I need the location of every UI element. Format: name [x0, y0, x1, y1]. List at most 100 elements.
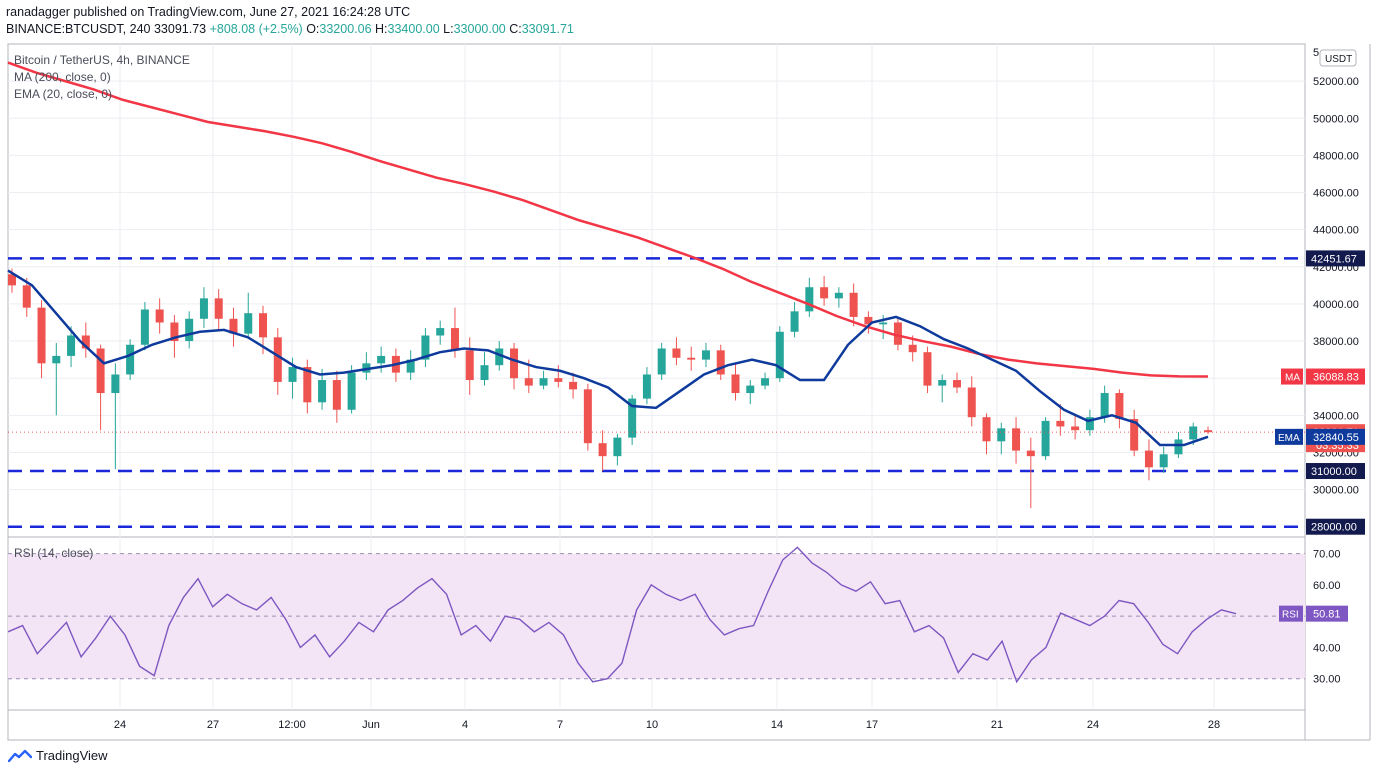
- candle-body: [465, 350, 474, 381]
- time-tick-label: 27: [207, 719, 219, 731]
- time-tick-label: 4: [462, 719, 468, 731]
- time-tick-label: 24: [1087, 719, 1099, 731]
- candle-body: [111, 374, 120, 394]
- ema-tag-label: EMA: [1278, 433, 1300, 444]
- candle-body: [1085, 417, 1094, 431]
- time-tick-label: 10: [646, 719, 658, 731]
- candle-body: [982, 417, 991, 442]
- time-tick-label: 12:00: [278, 719, 306, 731]
- candle-body: [628, 398, 637, 438]
- close-label: C:: [509, 22, 522, 36]
- candle-body: [716, 350, 725, 375]
- candle-body: [1071, 426, 1080, 431]
- candle-body: [81, 335, 90, 349]
- candle-body: [259, 313, 268, 338]
- level-label-bg: [1306, 518, 1365, 535]
- candle-body: [288, 367, 297, 382]
- candle-body: [1204, 430, 1212, 433]
- candle-body: [598, 443, 607, 457]
- open-label: O:: [306, 22, 320, 36]
- ema-tag-label-bg: [1275, 428, 1303, 445]
- candle-body: [1130, 419, 1139, 451]
- time-tick-label: Jun: [362, 719, 380, 731]
- candle-body: [701, 350, 710, 360]
- price-tick-label: 34000.00: [1313, 410, 1359, 422]
- candle-body: [406, 359, 415, 373]
- candle-body: [273, 337, 282, 382]
- candle-body: [1115, 393, 1124, 420]
- symbol-quote-line: BINANCE:BTCUSDT, 240 33091.73 +808.08 (+…: [6, 22, 574, 36]
- legend-rsi[interactable]: RSI (14, close): [14, 546, 94, 560]
- candle-body: [244, 313, 253, 334]
- candle-body: [879, 322, 888, 325]
- ma-tag-bg: [1306, 368, 1365, 385]
- price-tick-label: 50000.00: [1313, 113, 1359, 125]
- candle-body: [864, 316, 873, 325]
- legend-ema[interactable]: EMA (20, close, 0): [14, 87, 113, 101]
- candle-body: [185, 318, 194, 342]
- candle-body: [805, 287, 814, 312]
- candle-body: [96, 348, 105, 394]
- legend-ma[interactable]: MA (200, close, 0): [14, 70, 111, 84]
- price-tick-label: 46000.00: [1313, 188, 1359, 200]
- time-tick-label: 28: [1208, 719, 1220, 731]
- candle-body: [554, 378, 563, 382]
- candle-body: [938, 380, 947, 386]
- candle-body: [318, 380, 327, 403]
- publish-line: ranadagger published on TradingView.com,…: [6, 5, 411, 19]
- candle-body: [952, 380, 961, 388]
- ma200-line: [7, 61, 1209, 378]
- price-tick-label-partial: 5: [1313, 47, 1319, 59]
- price-change: +808.08 (+2.5%): [209, 22, 303, 36]
- candle-body: [8, 274, 16, 286]
- currency-badge: [1319, 49, 1357, 67]
- footer-brand[interactable]: TradingView: [8, 748, 108, 763]
- candle-body: [569, 381, 578, 390]
- candle-body: [52, 355, 61, 364]
- rsi-tag-value: 50.81: [1313, 609, 1341, 621]
- level-label-bg: [1306, 250, 1365, 267]
- price-tick-label: 44000.00: [1313, 225, 1359, 237]
- candle-body: [332, 380, 341, 410]
- candle-body: [480, 365, 489, 381]
- level-label: 28000.00: [1311, 522, 1357, 534]
- brand-name: TradingView: [36, 748, 108, 763]
- price-tick-label: 40000.00: [1313, 299, 1359, 311]
- low-label: L:: [443, 22, 454, 36]
- candle-body: [731, 374, 740, 394]
- candle-body: [687, 357, 696, 360]
- legend-title[interactable]: Bitcoin / TetherUS, 4h, BINANCE: [14, 53, 190, 67]
- ma-tag-value: 36088.83: [1313, 372, 1359, 384]
- level-label: 31000.00: [1311, 466, 1357, 478]
- candle-body: [67, 335, 76, 356]
- candle-body: [510, 348, 519, 379]
- ema-tag-value: 32840.55: [1313, 432, 1359, 444]
- candle-body: [583, 389, 592, 444]
- rsi-line: [7, 546, 1237, 684]
- candle-body: [1026, 450, 1035, 457]
- candle-body: [923, 352, 932, 386]
- candle-body: [377, 355, 386, 364]
- currency-label: USDT: [1325, 54, 1352, 65]
- time-tick-label: 7: [557, 719, 563, 731]
- candle-body: [657, 348, 666, 375]
- candle-body: [22, 285, 31, 308]
- candle-body: [997, 428, 1006, 442]
- price-tick-label: 48000.00: [1313, 150, 1359, 162]
- ma-tag-label: MA: [1285, 373, 1300, 384]
- time-tick-label: 24: [114, 719, 126, 731]
- candle-body: [229, 318, 238, 334]
- ema-tag-bg: [1306, 428, 1365, 445]
- candle-body: [775, 331, 784, 379]
- rsi-tag-bg: [1306, 605, 1348, 622]
- candle-body: [790, 311, 799, 332]
- candle-body: [495, 348, 504, 366]
- ema20-line: [7, 269, 1209, 447]
- candle-body: [1041, 420, 1050, 457]
- price-tick-label: 38000.00: [1313, 336, 1359, 348]
- rsi-tick-label: 30.00: [1313, 674, 1341, 686]
- candle-body: [1189, 426, 1198, 440]
- candle-body: [1056, 420, 1065, 427]
- candle-body: [539, 378, 548, 386]
